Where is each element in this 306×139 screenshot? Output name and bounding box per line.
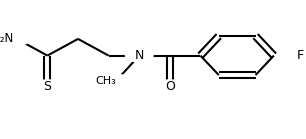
Text: N: N [135, 49, 144, 62]
Circle shape [156, 80, 184, 92]
Circle shape [282, 49, 306, 62]
Text: H₂N: H₂N [0, 32, 14, 45]
Circle shape [125, 49, 153, 62]
Circle shape [34, 80, 61, 92]
Circle shape [103, 74, 130, 87]
Text: CH₃: CH₃ [95, 76, 116, 86]
Text: O: O [165, 80, 175, 93]
Text: F: F [297, 49, 304, 62]
Circle shape [3, 33, 31, 45]
Text: S: S [43, 80, 51, 93]
